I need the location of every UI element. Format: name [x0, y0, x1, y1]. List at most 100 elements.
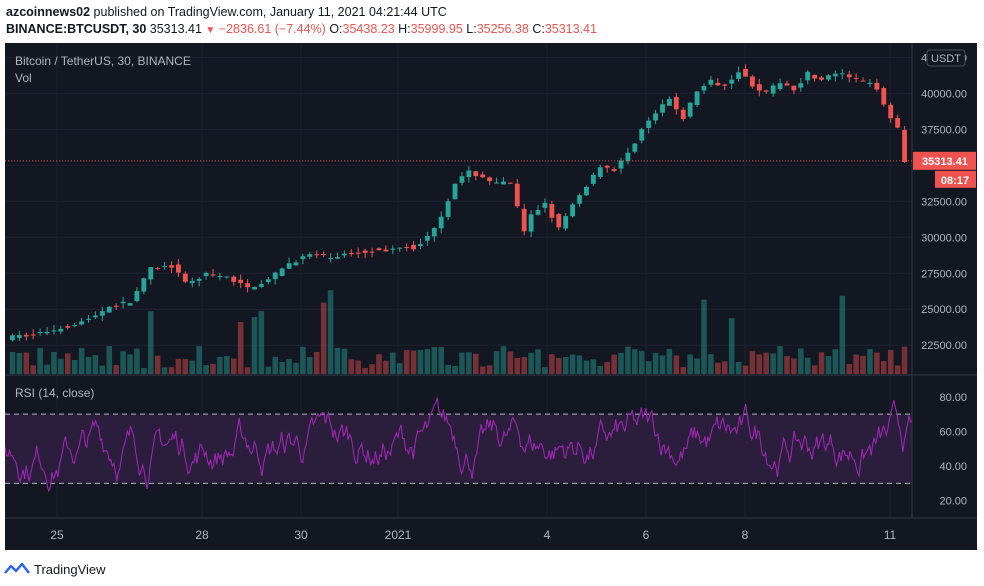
price-tick-label: 40000.00 — [921, 88, 967, 100]
volume-bar — [590, 359, 597, 374]
candle-body — [58, 328, 64, 332]
candle-body — [424, 236, 430, 241]
volume-bar — [134, 348, 140, 374]
candle-body — [556, 214, 562, 228]
volume-bar — [473, 353, 479, 374]
volume-bar — [58, 358, 64, 374]
volume-bar — [500, 346, 507, 374]
candle-body — [272, 272, 278, 280]
candle-body — [542, 202, 548, 208]
volume-bar — [293, 362, 299, 374]
close-value: 35313.41 — [544, 22, 597, 36]
price-tick-label: 25000.00 — [921, 304, 967, 316]
tradingview-logo-icon[interactable] — [4, 562, 30, 576]
candle-body — [314, 254, 320, 256]
volume-bar — [65, 353, 71, 374]
volume-bar — [258, 311, 265, 374]
volume-bar — [334, 347, 341, 374]
volume-bar — [894, 365, 901, 374]
candle-body — [832, 73, 838, 77]
candle-body — [86, 318, 91, 320]
candle-body — [30, 334, 36, 336]
volume-bar — [569, 354, 576, 374]
candle-body — [120, 301, 126, 304]
volume-bar — [120, 351, 126, 374]
rsi-line — [4, 397, 913, 493]
candle-body — [397, 247, 403, 249]
candle-body — [390, 248, 396, 250]
volume-bar — [735, 361, 742, 374]
candle-body — [625, 152, 631, 162]
volume-bar — [452, 365, 458, 374]
volume-bar — [313, 351, 320, 374]
volume-bar — [659, 355, 666, 374]
brand-name[interactable]: TradingView — [34, 561, 106, 577]
candle-body — [189, 281, 195, 284]
volume-bar — [556, 357, 562, 374]
candle-body — [224, 276, 230, 278]
candle-body — [106, 306, 112, 313]
candle-body — [79, 321, 85, 325]
candle-body — [639, 129, 645, 141]
open-value: 35438.23 — [342, 22, 395, 36]
volume-bar — [300, 346, 306, 374]
candle-body — [341, 253, 347, 256]
volume-bar — [9, 351, 16, 374]
volume-bar — [652, 353, 659, 374]
rsi-pane: 80.00 60.00 40.00 20.00 — [4, 392, 967, 508]
candle-body — [51, 330, 57, 332]
candle-body — [362, 250, 368, 253]
candle-body — [763, 90, 769, 92]
candle-body — [348, 252, 354, 255]
candle-body — [570, 204, 576, 217]
volume-bar — [645, 361, 652, 374]
volume-bar — [832, 349, 839, 374]
volume-bar — [16, 352, 23, 374]
volume-bar — [341, 348, 348, 374]
time-tick-label: 4 — [544, 528, 551, 542]
footer: TradingView — [4, 560, 106, 578]
volume-bar — [196, 346, 202, 374]
volume-bar — [756, 354, 763, 374]
candle-body — [459, 176, 465, 183]
volume-bar — [784, 356, 790, 374]
time-tick-label: 2021 — [385, 528, 412, 542]
volume-bar — [618, 352, 624, 374]
volume-bar — [708, 354, 714, 374]
volume-bar — [348, 359, 355, 374]
rsi-tick-label: 60.00 — [939, 426, 967, 438]
candle-body — [494, 182, 499, 184]
volume-bar — [141, 367, 147, 374]
candle-body — [521, 208, 527, 232]
candle-body — [321, 254, 327, 256]
candle-body — [577, 195, 582, 204]
volume-bar — [562, 357, 569, 374]
rsi-tick-label: 40.00 — [939, 461, 967, 473]
volume-bar — [203, 365, 209, 374]
volume-bar — [327, 290, 334, 374]
volume-bar — [521, 357, 527, 374]
candle-body — [646, 120, 652, 129]
high-label: H: — [398, 22, 411, 36]
volume-bar — [549, 354, 555, 374]
volume-bar — [445, 364, 451, 374]
candle-body — [148, 267, 154, 280]
low-value: 35256.38 — [476, 22, 529, 36]
volume-bar — [403, 350, 410, 374]
candle-body — [245, 283, 251, 288]
volume-bar — [763, 352, 770, 374]
author-name[interactable]: azcoinnews02 — [6, 5, 91, 19]
candle-body — [286, 263, 292, 269]
volume-bar — [514, 357, 521, 374]
volume-bar — [479, 366, 486, 374]
rsi-tick-label: 80.00 — [939, 392, 967, 404]
volume-bar — [182, 359, 189, 374]
vol-label: Vol — [15, 71, 32, 85]
volume-bar — [244, 367, 251, 374]
time-tick-label: 8 — [742, 528, 749, 542]
candle-body — [791, 85, 797, 91]
candle-body — [777, 83, 783, 90]
volume-bar — [355, 360, 361, 374]
